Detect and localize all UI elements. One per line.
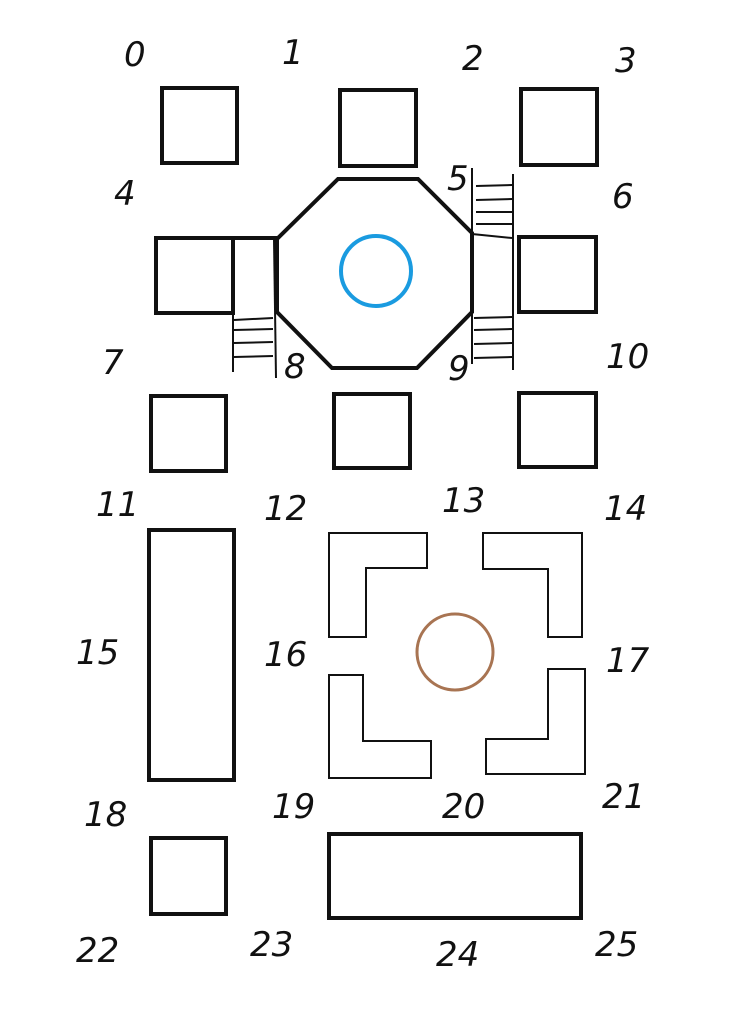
square-4 [154,236,235,315]
label-16: 16 [264,635,307,675]
label-5: 5 [447,159,469,199]
label-3: 3 [615,41,637,81]
label-6: 6 [612,177,634,217]
left-stair-3 [233,341,274,344]
l-shape-bottom-left [328,674,432,779]
left-connector-outer [273,238,277,379]
l-shape-top-right [482,532,583,638]
right-stair-8 [473,356,513,359]
label-9: 9 [448,349,470,389]
square-0 [160,86,239,165]
label-19: 19 [272,787,315,827]
square-18 [149,836,228,916]
label-23: 23 [250,925,293,965]
l-shape-bottom-right [485,668,586,775]
right-stair-1 [475,184,513,187]
label-21: 21 [602,777,645,817]
label-2: 2 [462,39,484,79]
label-18: 18 [84,795,127,835]
right-connector-top [471,233,513,239]
square-1 [338,88,418,168]
label-14: 14 [604,489,647,529]
label-20: 20 [442,787,485,827]
square-9 [517,391,598,469]
square-7 [149,394,228,473]
right-stair-5 [473,316,513,319]
blue-circle [339,234,413,308]
right-stair-2 [475,198,513,201]
l-shape-top-left [328,532,428,638]
label-8: 8 [284,347,306,387]
label-10: 10 [606,337,649,377]
label-13: 13 [442,481,485,521]
square-8 [332,392,412,470]
label-12: 12 [264,489,307,529]
left-stair-4 [233,355,274,358]
label-4: 4 [114,174,136,214]
left-stair-2 [233,328,274,331]
octagon-platform [275,177,474,370]
square-2 [519,87,599,167]
label-17: 17 [606,641,650,681]
label-22: 22 [76,931,119,971]
right-stair-6 [473,328,513,331]
label-11: 11 [96,485,139,525]
tall-rectangle [147,528,236,782]
label-0: 0 [124,35,146,75]
label-7: 7 [102,343,124,383]
label-25: 25 [595,925,638,965]
label-15: 15 [76,633,119,673]
wide-rectangle [327,832,583,920]
brown-circle [415,612,495,692]
label-24: 24 [436,935,479,975]
right-stair-7 [473,342,513,345]
label-1: 1 [282,33,304,73]
square-6 [517,235,598,314]
left-stair-1 [233,317,274,321]
